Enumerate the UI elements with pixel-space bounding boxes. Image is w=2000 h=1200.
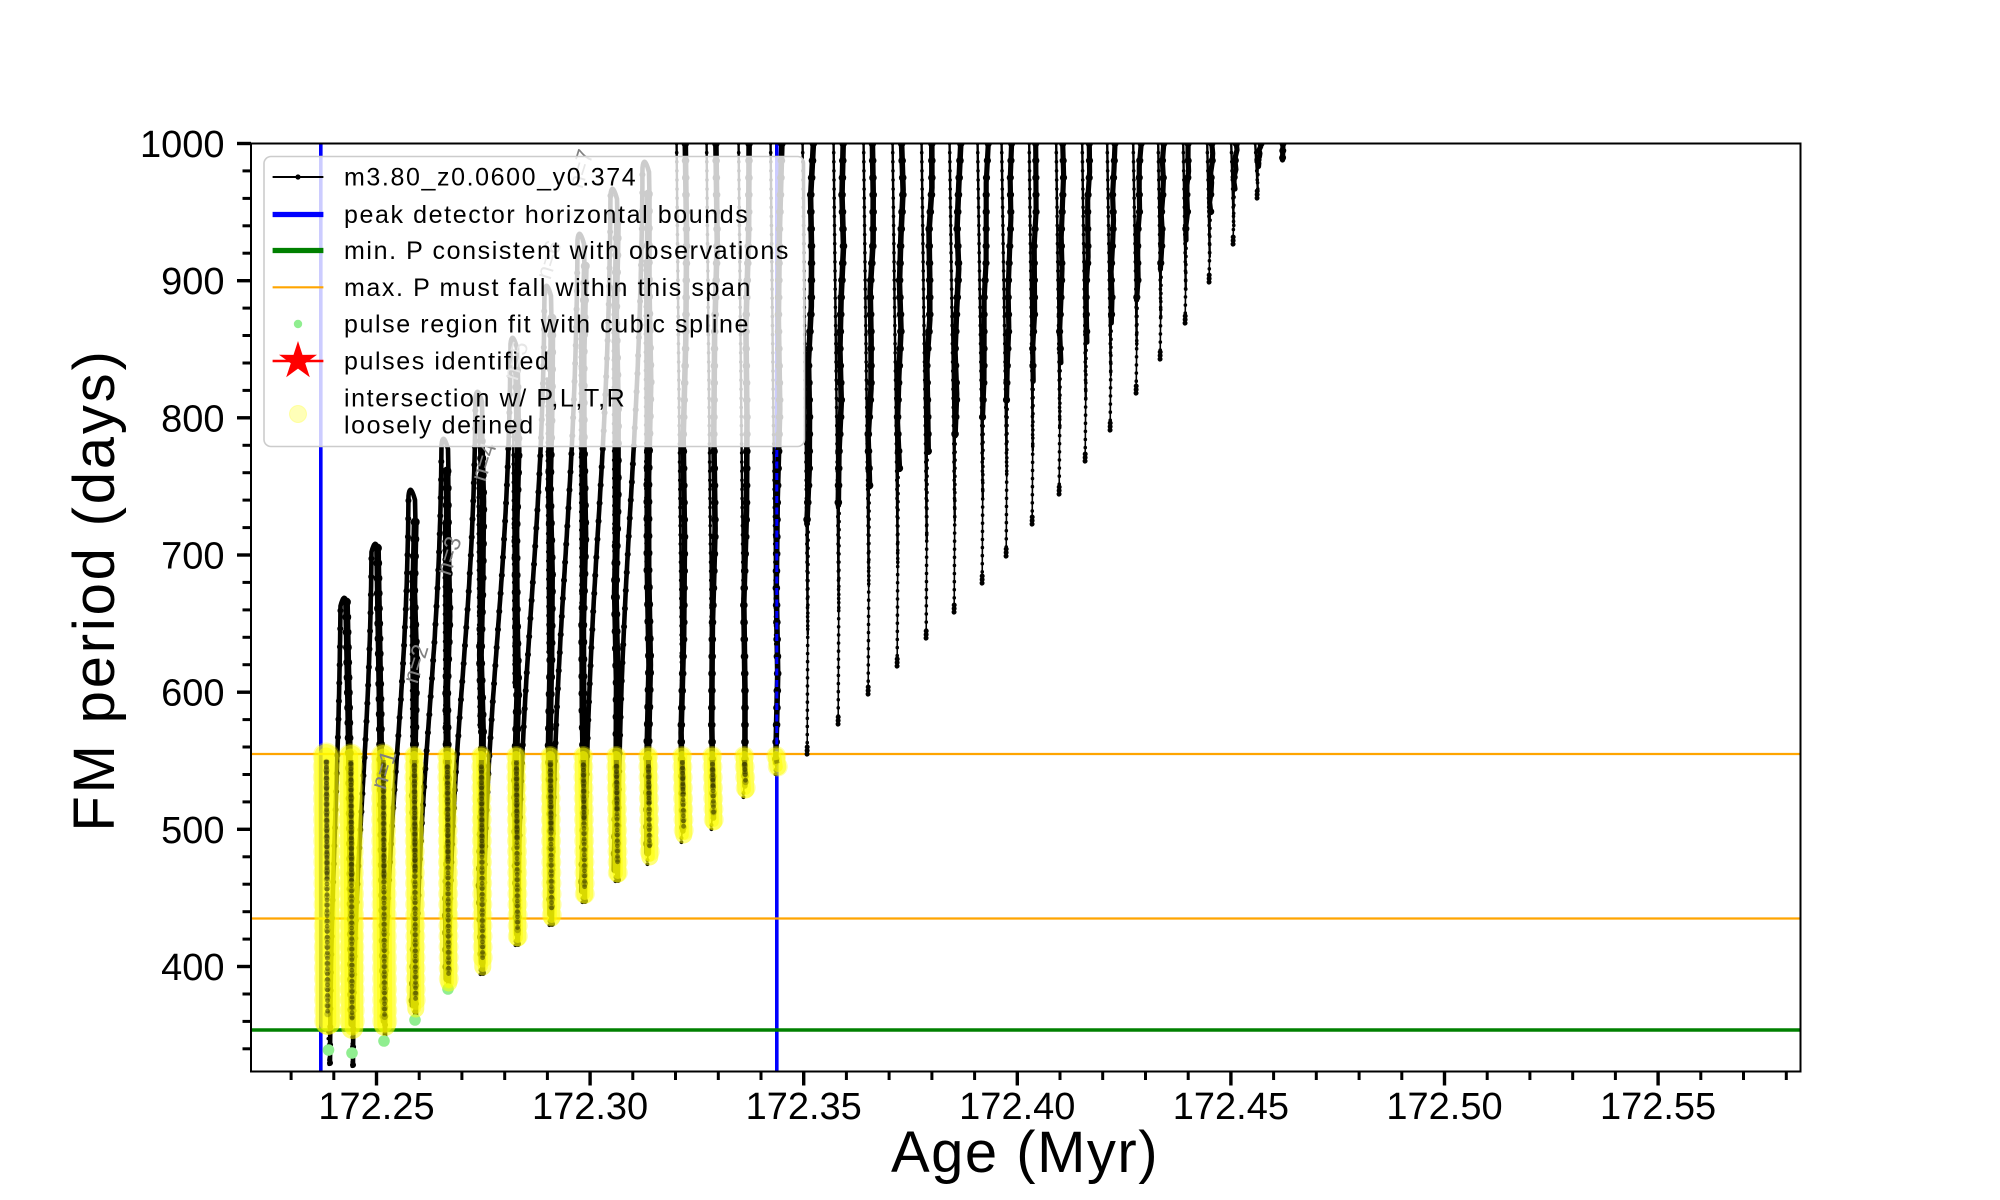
svg-text:172.55: 172.55: [1600, 1086, 1716, 1128]
svg-text:pulse region fit with cubic sp: pulse region fit with cubic spline: [344, 311, 750, 339]
svg-text:max. P must fall within this s: max. P must fall within this span: [344, 274, 752, 302]
svg-text:m3.80_z0.0600_y0.374: m3.80_z0.0600_y0.374: [344, 164, 637, 192]
svg-text:172.35: 172.35: [746, 1086, 862, 1128]
svg-text:700: 700: [161, 536, 224, 578]
svg-text:172.25: 172.25: [318, 1086, 434, 1128]
svg-text:172.50: 172.50: [1386, 1086, 1502, 1128]
svg-text:600: 600: [161, 673, 224, 715]
svg-text:900: 900: [161, 261, 224, 303]
svg-text:172.40: 172.40: [959, 1086, 1075, 1128]
svg-text:peak detector horizontal bound: peak detector horizontal bounds: [344, 201, 749, 229]
svg-text:FM period (days): FM period (days): [62, 348, 127, 831]
svg-text:800: 800: [161, 398, 224, 440]
svg-text:172.30: 172.30: [532, 1086, 648, 1128]
svg-text:loosely defined: loosely defined: [344, 412, 535, 440]
svg-text:172.45: 172.45: [1173, 1086, 1289, 1128]
svg-text:intersection w/ P,L,T,R: intersection w/ P,L,T,R: [344, 385, 626, 413]
svg-text:400: 400: [161, 947, 224, 989]
svg-text:500: 500: [161, 810, 224, 852]
svg-text:1000: 1000: [140, 124, 225, 166]
svg-text:Age (Myr): Age (Myr): [891, 1120, 1159, 1185]
svg-text:pulses identified: pulses identified: [344, 348, 551, 376]
svg-text:min. P consistent with observa: min. P consistent with observations: [344, 237, 790, 265]
